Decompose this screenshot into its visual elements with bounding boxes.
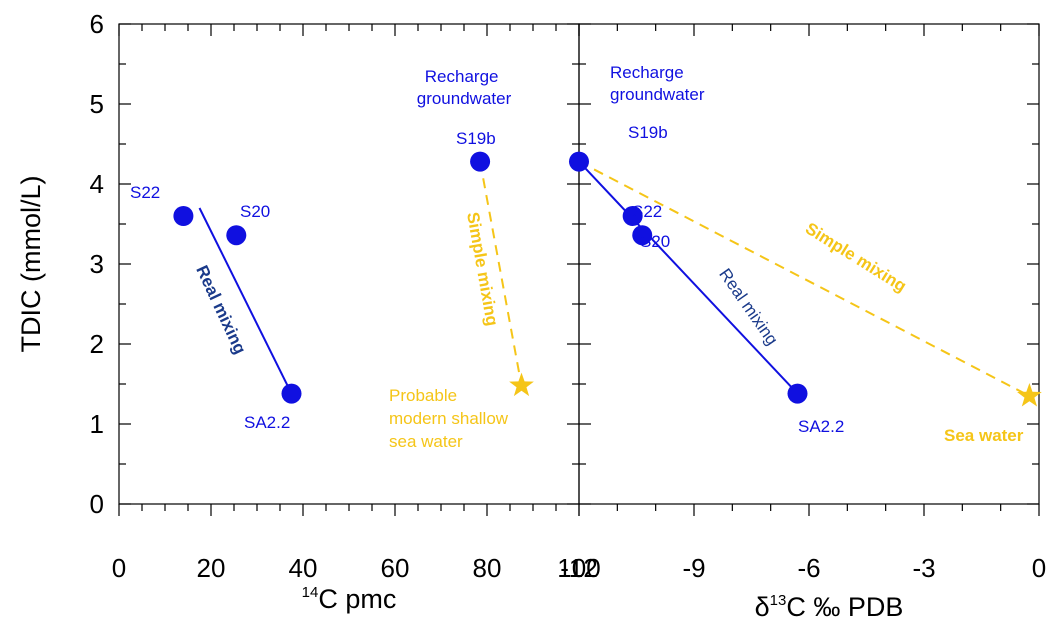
- left-x-axis-title-text: C pmc: [318, 584, 396, 614]
- left-annotation-recharge: Recharge groundwater: [417, 67, 512, 108]
- data-point-marker: [173, 206, 194, 226]
- left-point-label-s20: S20: [240, 202, 270, 221]
- left-point-label-s22: S22: [130, 183, 160, 202]
- left-recharge-line-1: Recharge: [425, 67, 499, 86]
- real-mixing-line: [578, 160, 799, 395]
- data-point-marker: [787, 383, 808, 404]
- left-annotation-sea-water: Probable modern shallow sea water: [389, 386, 513, 451]
- x-tick-label: 20: [197, 553, 226, 583]
- left-x-axis-title-sup: 14: [302, 584, 319, 601]
- x-tick-label: 0: [112, 553, 126, 583]
- y-tick-label: 6: [90, 9, 104, 39]
- y-tick-label: 3: [90, 249, 104, 279]
- right-recharge-line-2: groundwater: [610, 85, 705, 104]
- left-recharge-line-2: groundwater: [417, 89, 512, 108]
- y-tick-label: 2: [90, 329, 104, 359]
- left-sea-line-2: modern shallow: [389, 409, 509, 428]
- left-y-ticks: 0 1 2 3 4 5 6: [90, 9, 1039, 519]
- right-x-axis-title-prefix: δ: [755, 592, 770, 622]
- right-x-axis-title-sup: 13: [770, 592, 787, 609]
- left-annotation-real-mixing: Real mixing: [192, 262, 250, 357]
- y-tick-label: 5: [90, 89, 104, 119]
- x-tick-label: 80: [473, 553, 502, 583]
- data-point-marker: [470, 151, 491, 172]
- data-point-marker: [569, 151, 589, 172]
- data-point-marker: [281, 383, 302, 404]
- sea-water-star-marker: [1017, 383, 1042, 407]
- right-annotation-sea-water: Sea water: [944, 426, 1024, 445]
- x-tick-label: -9: [682, 553, 705, 583]
- data-point-marker: [226, 225, 247, 246]
- y-tick-label: 1: [90, 409, 104, 439]
- left-x-axis-title: 14C pmc: [302, 584, 397, 614]
- right-panel: -12 -9 -6 -3 0: [560, 23, 1046, 583]
- right-point-label-s22: S22: [632, 202, 662, 221]
- x-tick-label: 0: [1032, 553, 1046, 583]
- real-mixing-line: [198, 207, 293, 395]
- data-point-marker: [632, 225, 653, 246]
- left-sea-line-1: Probable: [389, 386, 457, 405]
- data-point-marker: [622, 206, 643, 226]
- right-recharge-line-1: Recharge: [610, 63, 684, 82]
- x-tick-label: 100: [557, 553, 600, 583]
- right-annotation-simple-mixing: Simple mixing: [802, 219, 910, 296]
- y-tick-label: 0: [90, 489, 104, 519]
- left-point-label-s19b: S19b: [456, 129, 496, 148]
- left-panel: 0 1 2 3 4 5 6 0 20 40 60 80 100: [90, 9, 1039, 583]
- right-point-label-s19b: S19b: [628, 123, 668, 142]
- x-tick-label: 40: [289, 553, 318, 583]
- x-tick-label: -12: [560, 553, 598, 583]
- left-annotation-simple-mixing: Simple mixing: [463, 211, 502, 328]
- left-lines: [198, 161, 523, 395]
- left-x-ticks: 0 20 40 60 80 100: [112, 24, 601, 583]
- y-axis-title: TDIC (mmol/L): [16, 176, 46, 353]
- right-annotation-recharge: Recharge groundwater: [610, 63, 705, 104]
- simple-mixing-line: [479, 161, 523, 386]
- right-lines: [578, 160, 1030, 397]
- right-points: [569, 151, 1042, 407]
- x-tick-label: -6: [797, 553, 820, 583]
- left-point-label-sa22: SA2.2: [244, 413, 290, 432]
- left-points: [173, 151, 534, 404]
- x-tick-label: 60: [381, 553, 410, 583]
- right-x-ticks: -12 -9 -6 -3 0: [560, 24, 1046, 583]
- right-x-axis-title-text: C ‰ PDB: [786, 592, 903, 622]
- right-point-label-s20: S20: [640, 232, 670, 251]
- x-tick-label: -3: [912, 553, 935, 583]
- right-point-label-sa22: SA2.2: [798, 417, 844, 436]
- sea-water-star-marker: [509, 372, 534, 397]
- y-tick-label: 4: [90, 169, 104, 199]
- left-sea-line-3: sea water: [389, 432, 463, 451]
- right-x-axis-title: δ13C ‰ PDB: [755, 592, 904, 622]
- right-annotation-real-mixing: Real mixing: [715, 265, 782, 349]
- simple-mixing-line: [578, 160, 1030, 397]
